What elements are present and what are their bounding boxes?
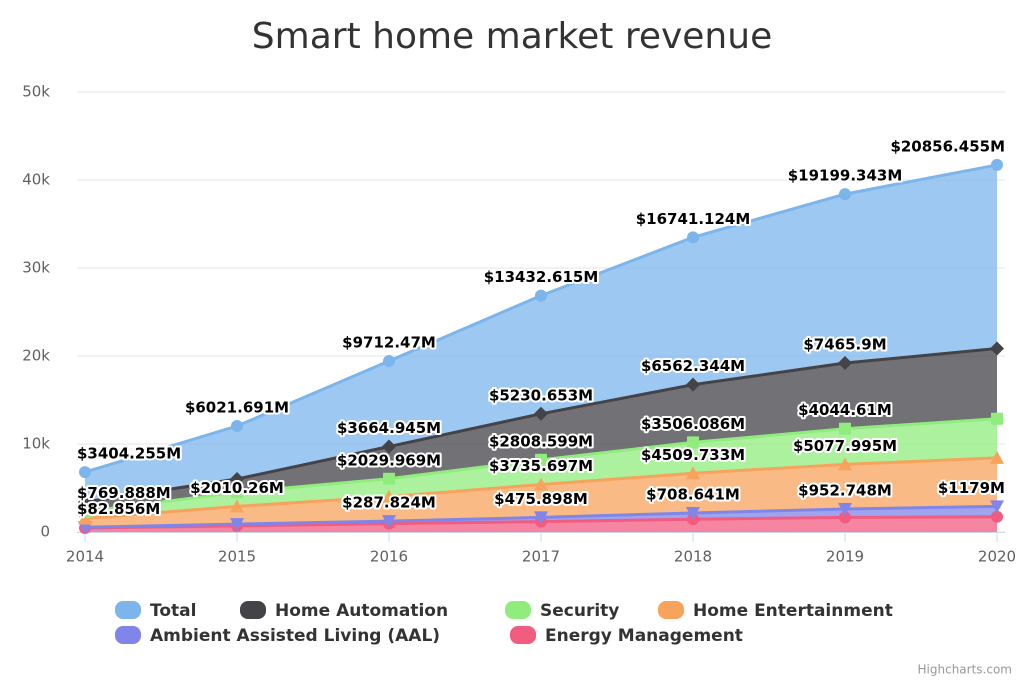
x-tick-label: 2018 [674, 548, 712, 566]
data-label: $6562.344M [641, 357, 745, 375]
y-tick-label: 30k [22, 259, 50, 277]
point-marker [534, 406, 548, 421]
data-label: $9712.47M [342, 334, 436, 352]
point-marker [687, 436, 699, 449]
point-marker [991, 412, 1003, 425]
x-tick-label: 2019 [826, 548, 864, 566]
point-marker [839, 422, 851, 435]
point-marker [534, 511, 548, 525]
data-label: $2010.26M [190, 479, 284, 497]
point-marker [382, 489, 396, 503]
data-label: $4044.61M [798, 401, 892, 419]
legend-swatch [115, 626, 141, 644]
legend-label[interactable]: Home Entertainment [693, 601, 893, 621]
y-tick-label: 40k [22, 171, 50, 189]
point-marker [78, 495, 92, 510]
point-marker [230, 472, 244, 487]
data-label: $16741.124M [636, 210, 751, 228]
data-label: $5077.995M [793, 437, 897, 455]
x-tick-label: 2017 [522, 548, 560, 566]
point-marker [383, 472, 395, 485]
point-marker [990, 500, 1004, 514]
point-marker [686, 506, 700, 520]
point-marker [231, 420, 243, 433]
point-marker [686, 466, 700, 480]
y-tick-label: 0 [40, 523, 50, 541]
legend-swatch [510, 626, 536, 644]
point-marker [991, 510, 1003, 523]
point-marker [991, 158, 1003, 171]
data-label: $287.824M [342, 494, 436, 512]
area-fill [85, 418, 997, 519]
point-marker [990, 450, 1004, 464]
data-label: $952.748M [798, 482, 892, 500]
point-marker [79, 505, 91, 518]
legend-swatch [658, 601, 684, 619]
point-marker [686, 377, 700, 392]
credits[interactable]: Highcharts.com [918, 663, 1012, 677]
data-label: $3664.945M [337, 419, 441, 437]
point-marker [687, 231, 699, 244]
legend-swatch [240, 601, 266, 619]
legend-label[interactable]: Security [540, 601, 619, 621]
point-marker [231, 486, 243, 499]
point-marker [534, 477, 548, 491]
point-marker [382, 439, 396, 454]
point-marker [78, 521, 92, 535]
point-marker [78, 511, 92, 525]
y-tick-label: 20k [22, 347, 50, 365]
point-marker [838, 457, 852, 471]
data-label: $708.641M [646, 485, 740, 503]
x-tick-label: 2015 [218, 548, 256, 566]
point-marker [382, 515, 396, 529]
point-marker [535, 289, 547, 302]
data-label: $20856.455M [890, 137, 1005, 155]
legend-swatch [115, 601, 141, 619]
point-marker [838, 503, 852, 517]
data-label: $3404.255M [77, 445, 181, 463]
data-label: $5230.653M [489, 386, 593, 404]
point-marker [839, 188, 851, 201]
data-label: $19199.343M [788, 167, 903, 185]
point-marker [535, 453, 547, 466]
area-fill [85, 164, 997, 503]
legend-label[interactable]: Ambient Assisted Living (AAL) [150, 626, 440, 646]
data-label: $6021.691M [185, 399, 289, 417]
data-label: $2029.969M [337, 451, 441, 469]
legend-swatch [505, 601, 531, 619]
y-tick-label: 10k [22, 435, 50, 453]
data-label: $82.856M [77, 500, 160, 518]
data-label: $1179M [938, 479, 1005, 497]
point-marker [838, 356, 852, 371]
x-tick-label: 2020 [978, 548, 1016, 566]
point-marker [79, 466, 91, 479]
data-label: $13432.615M [484, 268, 599, 286]
data-label: $769.888M [77, 484, 171, 502]
x-tick-label: 2016 [370, 548, 408, 566]
y-tick-label: 50k [22, 83, 50, 101]
chart-title: Smart home market revenue [252, 16, 772, 57]
point-marker [230, 518, 244, 532]
data-label: $4509.733M [641, 446, 745, 464]
x-tick-label: 2014 [66, 548, 104, 566]
point-marker [990, 341, 1004, 356]
point-marker [839, 511, 851, 524]
legend-label[interactable]: Home Automation [275, 601, 448, 621]
data-label: $3735.697M [489, 457, 593, 475]
data-label: $475.898M [494, 490, 588, 508]
data-label: $2808.599M [489, 432, 593, 450]
point-marker [383, 355, 395, 368]
area-fill [85, 348, 997, 512]
legend-label[interactable]: Total [150, 601, 196, 621]
data-label: $7465.9M [803, 336, 886, 354]
data-label: $3506.086M [641, 415, 745, 433]
legend-label[interactable]: Energy Management [545, 626, 743, 646]
point-marker [230, 499, 244, 513]
